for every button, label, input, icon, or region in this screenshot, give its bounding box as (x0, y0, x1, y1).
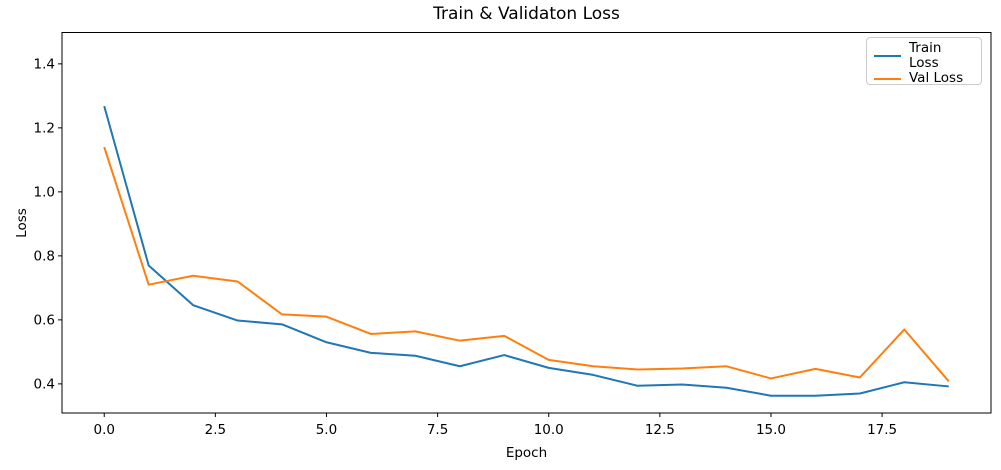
y-tick-label: 0.6 (34, 312, 55, 328)
x-tick-label: 17.5 (867, 422, 897, 438)
y-tick-label: 0.8 (34, 248, 55, 264)
val-loss-line (103, 146, 950, 382)
y-tick-label: 1.0 (34, 184, 55, 200)
legend-entry-val: Val Loss (874, 71, 974, 86)
x-tick-label: 10.0 (534, 422, 564, 438)
x-tick-label: 2.5 (205, 422, 226, 438)
x-tick-label: 0.0 (93, 422, 114, 438)
axes-spines (61, 32, 992, 414)
y-axis-label: Loss (14, 208, 30, 238)
legend-entry-train: Train Loss (874, 41, 974, 71)
plot-area (62, 32, 991, 413)
x-tick-label: 7.5 (427, 422, 448, 438)
x-tick-label: 15.0 (756, 422, 786, 438)
chart-title: Train & Validaton Loss (433, 4, 620, 24)
y-tick-label: 0.4 (34, 376, 55, 392)
x-tick-label: 5.0 (316, 422, 337, 438)
legend: Train Loss Val Loss (866, 37, 982, 86)
y-tick-label: 1.2 (34, 120, 55, 136)
x-axis-label: Epoch (505, 445, 548, 461)
legend-label-val: Val Loss (909, 70, 964, 86)
val-loss-line-swatch (874, 77, 901, 80)
y-tick-label: 1.4 (34, 56, 55, 72)
train-loss-line-swatch (874, 55, 901, 57)
train-loss-line (103, 105, 949, 397)
x-tick-label: 12.5 (645, 422, 675, 438)
legend-label-train: Train Loss (909, 40, 942, 71)
